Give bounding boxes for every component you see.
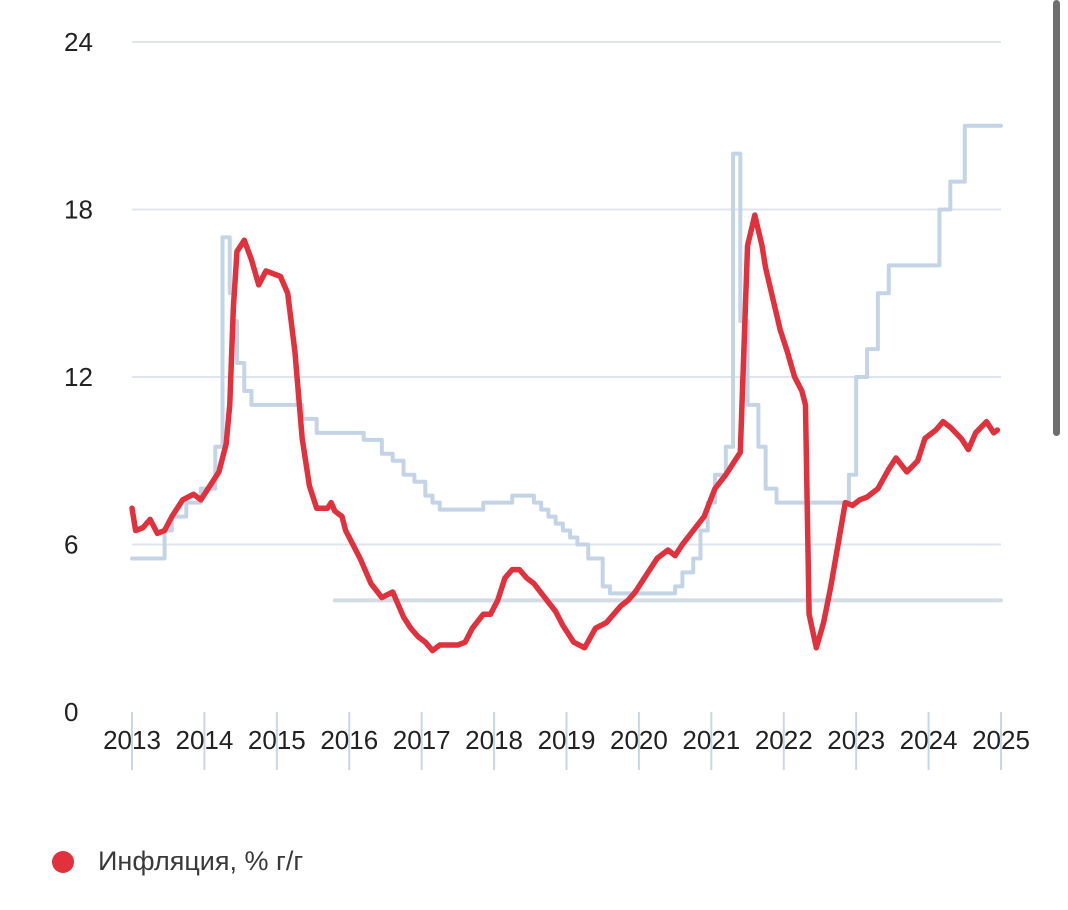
y-tick-label-18: 18 <box>64 195 93 225</box>
legend-label-inflation: Инфляция, % г/г <box>98 846 304 876</box>
x-tick-label-2016: 2016 <box>320 725 378 755</box>
x-tick-label-2025: 2025 <box>972 725 1030 755</box>
x-tick-label-2013: 2013 <box>103 725 161 755</box>
y-tick-label-12: 12 <box>64 362 93 392</box>
x-tick-label-2017: 2017 <box>393 725 451 755</box>
series-line-1 <box>130 123 1003 596</box>
inflation-chart: 0 6 12 18 24 2013 2014 2015 2016 2017 2018 2019 202… <box>64 27 1030 770</box>
scrollbar[interactable] <box>1053 0 1060 436</box>
x-tick-label-2015: 2015 <box>248 725 306 755</box>
x-tick-label-2018: 2018 <box>465 725 523 755</box>
legend-marker-inflation <box>52 850 74 873</box>
x-axis: 2013 2014 2015 2016 2017 2018 2019 2020 2021 2022… <box>103 712 1030 770</box>
grid-lines <box>132 41 1001 546</box>
y-tick-label-24: 24 <box>64 27 93 57</box>
y-tick-label-6: 6 <box>64 530 78 560</box>
legend: Инфляция, % г/г <box>52 846 303 877</box>
x-tick-label-2019: 2019 <box>538 725 596 755</box>
x-tick-label-2020: 2020 <box>610 725 668 755</box>
x-tick-label-2023: 2023 <box>827 725 885 755</box>
y-axis-ticks: 0 6 12 18 24 <box>64 27 93 727</box>
series-line-0 <box>129 212 1001 654</box>
y-tick-label-0: 0 <box>64 697 78 727</box>
series-lines <box>129 123 1003 654</box>
x-tick-label-2022: 2022 <box>755 725 813 755</box>
x-tick-label-2024: 2024 <box>900 725 958 755</box>
x-tick-label-2021: 2021 <box>682 725 740 755</box>
x-tick-label-2014: 2014 <box>175 725 233 755</box>
